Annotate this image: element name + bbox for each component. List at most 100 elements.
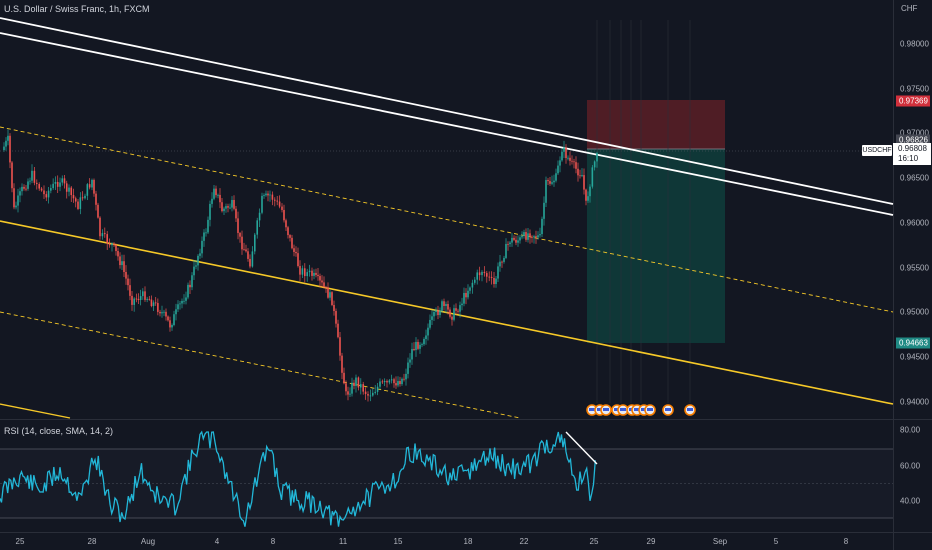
candle-body xyxy=(429,319,431,328)
candle-body xyxy=(593,161,596,168)
candle-body xyxy=(499,261,501,267)
candle-body xyxy=(517,240,519,243)
candle-body xyxy=(483,271,486,274)
candle-body xyxy=(265,193,267,196)
candle-body xyxy=(205,232,207,234)
entry-price-badge: 0.96826 xyxy=(896,134,930,146)
candle-body xyxy=(74,198,77,202)
candle-body xyxy=(474,279,476,283)
candle-body xyxy=(152,302,155,307)
candle-body xyxy=(135,298,138,300)
candle-body xyxy=(583,175,585,190)
candle-body xyxy=(577,168,579,176)
candle-body xyxy=(388,380,391,383)
candle-body xyxy=(225,206,227,209)
candle-body xyxy=(52,183,54,189)
candle-body xyxy=(289,235,291,238)
candle-body xyxy=(511,237,513,243)
candle-body xyxy=(247,251,249,259)
candle-body xyxy=(319,276,321,281)
candle-body xyxy=(351,382,353,394)
candle-body xyxy=(390,379,393,381)
event-flag-stripe xyxy=(620,408,626,411)
candle-body xyxy=(217,194,219,196)
candle-body xyxy=(547,180,549,182)
candle-body xyxy=(241,236,243,250)
candle-body xyxy=(38,184,40,189)
time-label: 22 xyxy=(519,537,529,546)
candlestick-series xyxy=(3,129,598,402)
candle-body xyxy=(295,251,297,254)
candle-body xyxy=(313,272,315,276)
candle-body xyxy=(525,232,527,240)
candle-body xyxy=(315,272,317,275)
candle-body xyxy=(461,303,463,306)
candle-body xyxy=(65,183,68,192)
candle-body xyxy=(557,165,559,174)
channel-lower-line[interactable] xyxy=(0,311,521,419)
candle-body xyxy=(269,194,271,196)
candle-body xyxy=(337,323,339,338)
candle-body xyxy=(306,272,308,277)
candle-body xyxy=(379,381,381,387)
candle-body xyxy=(261,195,263,213)
candle-body xyxy=(567,157,569,159)
trendline-upper[interactable] xyxy=(0,17,894,205)
candle-body xyxy=(399,381,401,385)
trendline-lower[interactable] xyxy=(0,32,894,216)
rsi-divergence-line[interactable] xyxy=(565,431,598,465)
candle-body xyxy=(441,301,443,311)
event-flag-stripe xyxy=(634,408,640,411)
candle-body xyxy=(413,348,415,351)
candle-body xyxy=(437,310,439,316)
time-label: 25 xyxy=(15,537,25,546)
candle-body xyxy=(59,182,61,187)
candle-body xyxy=(179,303,181,305)
economic-events[interactable] xyxy=(586,404,696,416)
rsi-tick: 60.00 xyxy=(900,461,921,471)
take-profit-zone[interactable] xyxy=(587,149,725,343)
candle-body xyxy=(97,204,99,218)
candle-body xyxy=(40,188,43,191)
candle-body xyxy=(433,312,435,317)
candle-body xyxy=(185,297,187,301)
candle-body xyxy=(293,248,295,252)
candle-body xyxy=(407,362,409,374)
candle-body xyxy=(91,179,93,188)
candle-body xyxy=(364,391,367,395)
price-tick: 0.95000 xyxy=(900,307,929,317)
currency-label: CHF xyxy=(901,4,918,13)
candle-body xyxy=(523,232,525,236)
candle-body xyxy=(308,270,311,273)
channel-extra-line[interactable] xyxy=(0,403,71,419)
candle-body xyxy=(327,287,329,298)
candle-body xyxy=(347,391,349,395)
rsi-indicator-label[interactable]: RSI (14, close, SMA, 14, 2) xyxy=(4,426,114,436)
candle-body xyxy=(339,337,341,356)
candle-body xyxy=(84,195,86,199)
candle-body xyxy=(237,218,239,233)
candle-body xyxy=(23,186,25,189)
candle-body xyxy=(159,311,161,314)
candle-body xyxy=(113,243,115,245)
candle-body xyxy=(537,235,539,238)
candle-body xyxy=(251,251,254,267)
candle-body xyxy=(349,393,351,395)
channel-main-line[interactable] xyxy=(0,220,894,405)
candle-body xyxy=(11,162,13,189)
candle-body xyxy=(449,309,451,317)
candle-body xyxy=(381,381,384,383)
candle-body xyxy=(497,266,499,279)
stop-loss-zone[interactable] xyxy=(587,100,725,149)
candle-body xyxy=(490,276,493,278)
channel-upper-line[interactable] xyxy=(0,126,894,313)
candle-body xyxy=(54,181,57,184)
candle-body xyxy=(591,167,594,187)
candle-body xyxy=(481,271,483,276)
candle-body xyxy=(427,327,429,336)
candle-body xyxy=(203,232,205,241)
time-label: Aug xyxy=(140,537,156,546)
candle-body xyxy=(531,236,533,238)
